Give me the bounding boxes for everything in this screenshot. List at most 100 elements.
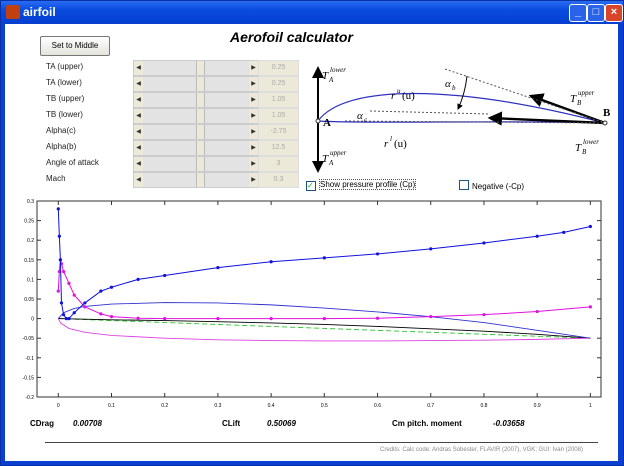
svg-text:A: A: [328, 76, 334, 84]
arrow-left-icon[interactable]: ◀: [134, 61, 143, 75]
y-tick-label: 0.25: [24, 219, 34, 225]
svg-text:(u): (u): [402, 90, 415, 102]
data-point: [109, 285, 114, 289]
pressure-plot: 0 0.1 0.2 0.3 0.4 0.5 0.6 0.7 0.8 0.9 1 0.3 0.25 0.2 0…: [23, 199, 602, 409]
point-a-label: A: [323, 117, 331, 129]
param-slider[interactable]: ◀ ▶: [133, 92, 259, 108]
arrow-right-icon[interactable]: ▶: [249, 125, 258, 139]
svg-text:r: r: [391, 90, 396, 102]
data-point: [163, 273, 167, 278]
data-point: [269, 317, 273, 321]
x-tick-label: 0.4: [268, 403, 275, 409]
title-bar[interactable]: airfoil _ □ ×: [1, 1, 623, 23]
slider-thumb[interactable]: [196, 77, 205, 91]
divider: [45, 442, 598, 443]
slider-thumb[interactable]: [196, 173, 205, 187]
arrow-right-icon[interactable]: ▶: [249, 61, 258, 75]
data-point: [83, 301, 87, 305]
arrow-left-icon[interactable]: ◀: [134, 93, 143, 107]
param-value: 0.3: [258, 172, 299, 188]
set-to-middle-button[interactable]: Set to Middle: [40, 36, 110, 56]
slider-thumb[interactable]: [196, 61, 205, 75]
y-tick-label: 0.3: [27, 199, 34, 205]
arrow-right-icon[interactable]: ▶: [249, 77, 258, 91]
negative-cp-checkbox[interactable]: Negative (-Cp): [459, 180, 524, 191]
x-tick-label: 0.1: [108, 403, 115, 409]
svg-text:lower: lower: [330, 66, 346, 74]
minimize-button[interactable]: _: [569, 4, 587, 22]
svg-text:upper: upper: [330, 149, 347, 157]
arrow-right-icon[interactable]: ▶: [249, 173, 258, 187]
data-point: [67, 317, 71, 321]
arrow-left-icon[interactable]: ◀: [134, 125, 143, 139]
cdrag-label: CDrag: [30, 419, 55, 428]
svg-text:c: c: [364, 116, 368, 124]
svg-text:T: T: [575, 142, 582, 154]
x-tick-label: 0: [57, 403, 60, 409]
data-point: [58, 258, 63, 262]
y-tick-label: 0: [31, 317, 34, 323]
data-point: [216, 317, 220, 321]
param-slider[interactable]: ◀ ▶: [133, 108, 259, 124]
data-point: [59, 301, 64, 305]
y-tick-label: -0.1: [25, 356, 34, 362]
slider-thumb[interactable]: [196, 93, 205, 107]
point-b-label: B: [603, 107, 611, 119]
slider-thumb[interactable]: [196, 157, 205, 171]
cm-label: Cm pitch. moment: [392, 419, 462, 428]
rl-label: r l (u): [384, 135, 407, 150]
data-point: [83, 305, 87, 309]
data-point: [57, 234, 61, 238]
svg-text:T: T: [322, 70, 329, 82]
param-slider[interactable]: ◀ ▶: [133, 172, 259, 188]
param-slider[interactable]: ◀ ▶: [133, 156, 259, 172]
maximize-button[interactable]: □: [587, 4, 605, 22]
clift-label: CLift: [222, 419, 241, 428]
arrow-left-icon[interactable]: ◀: [134, 141, 143, 155]
param-value: 3: [258, 156, 299, 172]
x-tick-label: 0.8: [480, 403, 487, 409]
svg-text:A: A: [328, 159, 334, 167]
y-tick-label: -0.15: [23, 375, 35, 381]
slider-thumb[interactable]: [196, 141, 205, 155]
param-slider[interactable]: ◀ ▶: [133, 140, 259, 156]
param-slider[interactable]: ◀ ▶: [133, 124, 259, 140]
data-point: [429, 315, 433, 319]
param-slider[interactable]: ◀ ▶: [133, 60, 259, 76]
param-value: 1.05: [258, 108, 299, 124]
arrow-left-icon[interactable]: ◀: [134, 77, 143, 91]
arrow-left-icon[interactable]: ◀: [134, 157, 143, 171]
data-point: [109, 315, 114, 319]
slider-thumb[interactable]: [196, 109, 205, 123]
x-tick-label: 1: [589, 403, 592, 409]
show-pressure-profile-checkbox[interactable]: ✓ Show pressure profile (Cp): [306, 179, 417, 191]
arrow-right-icon[interactable]: ▶: [249, 93, 258, 107]
arrow-left-icon[interactable]: ◀: [134, 109, 143, 123]
matlab-icon: [6, 5, 20, 19]
data-point: [375, 252, 380, 256]
checkbox-unchecked-icon: [459, 180, 469, 190]
data-point: [163, 317, 167, 321]
slider-thumb[interactable]: [196, 125, 205, 139]
param-label: Mach: [46, 174, 66, 183]
arrow-left-icon[interactable]: ◀: [134, 173, 143, 187]
x-tick-label: 0.7: [427, 403, 434, 409]
data-point: [57, 269, 61, 274]
data-point: [72, 293, 76, 297]
data-point: [269, 260, 273, 264]
series-cp-upper: [57, 208, 591, 320]
data-point: [216, 266, 220, 270]
close-button[interactable]: ×: [605, 4, 623, 22]
arrow-right-icon[interactable]: ▶: [249, 109, 258, 123]
arrow-right-icon[interactable]: ▶: [249, 141, 258, 155]
data-point: [535, 234, 539, 238]
svg-text:upper: upper: [578, 89, 595, 97]
x-tick-label: 0.5: [321, 403, 328, 409]
arrow-right-icon[interactable]: ▶: [249, 157, 258, 171]
svg-text:B: B: [582, 148, 587, 156]
cdrag-value: 0.00708: [73, 419, 102, 428]
